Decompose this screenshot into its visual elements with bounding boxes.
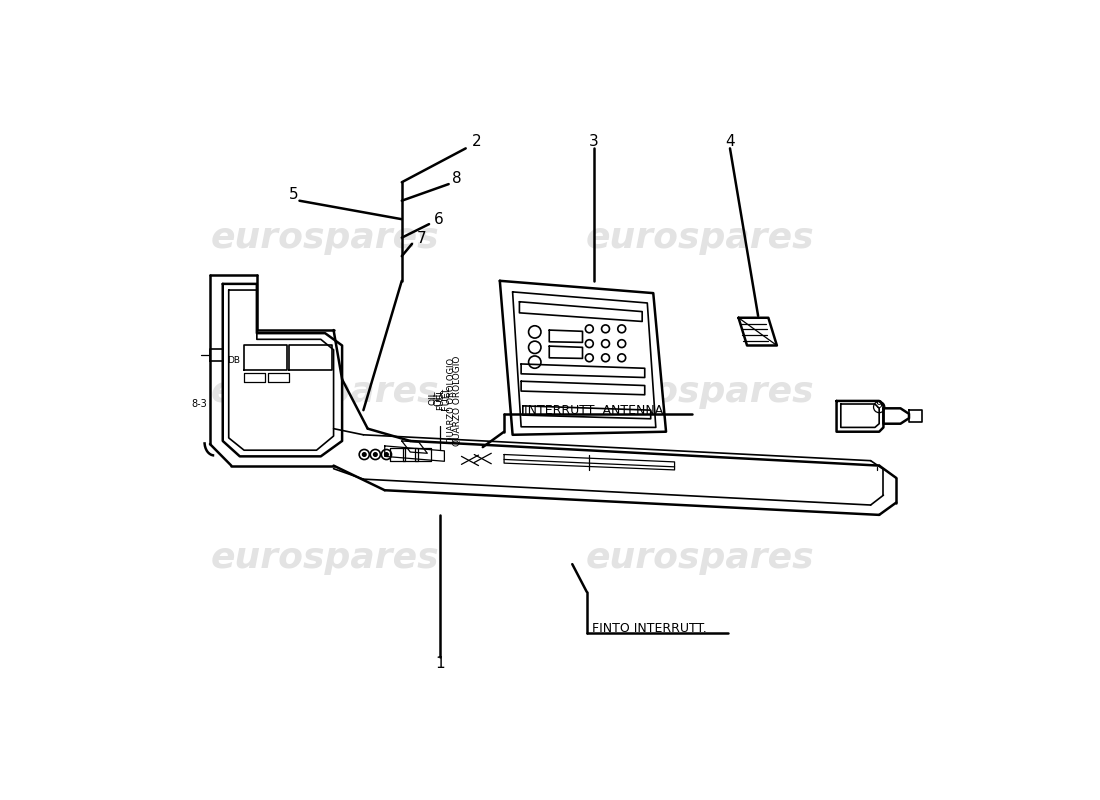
Text: FUEL: FUEL	[437, 388, 446, 410]
Text: 3: 3	[588, 134, 598, 149]
Text: FUEL: FUEL	[441, 386, 451, 410]
Circle shape	[374, 453, 377, 456]
Text: OIL: OIL	[433, 390, 443, 406]
Circle shape	[363, 453, 366, 456]
Polygon shape	[883, 408, 909, 424]
Text: QUARZO OROLOGIO: QUARZO OROLOGIO	[453, 356, 462, 446]
Text: eurospares: eurospares	[586, 221, 814, 254]
Text: 8-3: 8-3	[191, 399, 208, 409]
Text: 4: 4	[725, 134, 735, 149]
Text: QUARZO OROLOGIO: QUARZO OROLOGIO	[447, 358, 455, 443]
Text: FINTO INTERRUTT.: FINTO INTERRUTT.	[592, 622, 706, 635]
Text: eurospares: eurospares	[211, 541, 439, 575]
Text: eurospares: eurospares	[586, 541, 814, 575]
Polygon shape	[837, 401, 883, 432]
Text: eurospares: eurospares	[211, 221, 439, 254]
Polygon shape	[499, 281, 667, 434]
Text: 8: 8	[452, 171, 462, 186]
Text: OIL: OIL	[429, 390, 438, 405]
Text: 1: 1	[436, 657, 444, 671]
Text: 2: 2	[472, 134, 482, 149]
Text: 7: 7	[417, 231, 426, 246]
Text: DB: DB	[228, 356, 240, 365]
Text: eurospares: eurospares	[211, 374, 439, 409]
Polygon shape	[222, 284, 342, 456]
Text: 6: 6	[433, 212, 443, 226]
Text: INTERRUTT  ANTENNA: INTERRUTT ANTENNA	[524, 404, 663, 417]
Polygon shape	[738, 318, 777, 346]
Circle shape	[385, 453, 388, 456]
Text: 9: 9	[876, 400, 882, 410]
Text: 5: 5	[289, 187, 299, 202]
Text: eurospares: eurospares	[586, 374, 814, 409]
